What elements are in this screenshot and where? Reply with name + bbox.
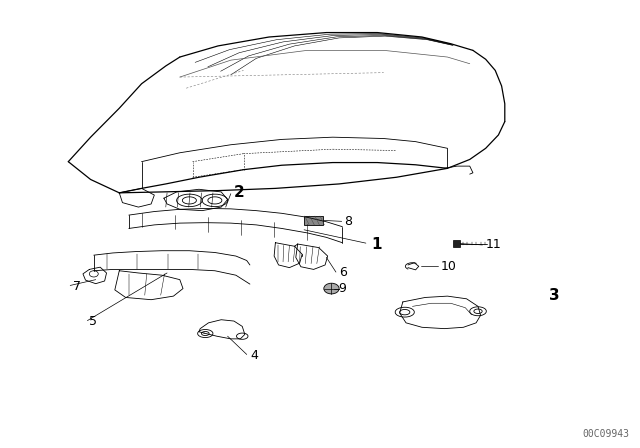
Text: 5: 5: [90, 315, 97, 328]
Text: 6: 6: [339, 267, 347, 280]
Bar: [452, 240, 460, 247]
Text: 9: 9: [338, 282, 346, 295]
Text: 7: 7: [73, 280, 81, 293]
Text: 10: 10: [441, 260, 457, 273]
Text: 11: 11: [486, 238, 501, 251]
Bar: [304, 216, 323, 225]
Text: 00C09943: 00C09943: [582, 429, 629, 439]
Circle shape: [324, 283, 339, 294]
Text: 1: 1: [371, 237, 381, 251]
Text: 8: 8: [344, 215, 352, 228]
Text: 2: 2: [234, 185, 244, 200]
Text: 3: 3: [549, 288, 560, 303]
Text: 4: 4: [250, 349, 258, 362]
